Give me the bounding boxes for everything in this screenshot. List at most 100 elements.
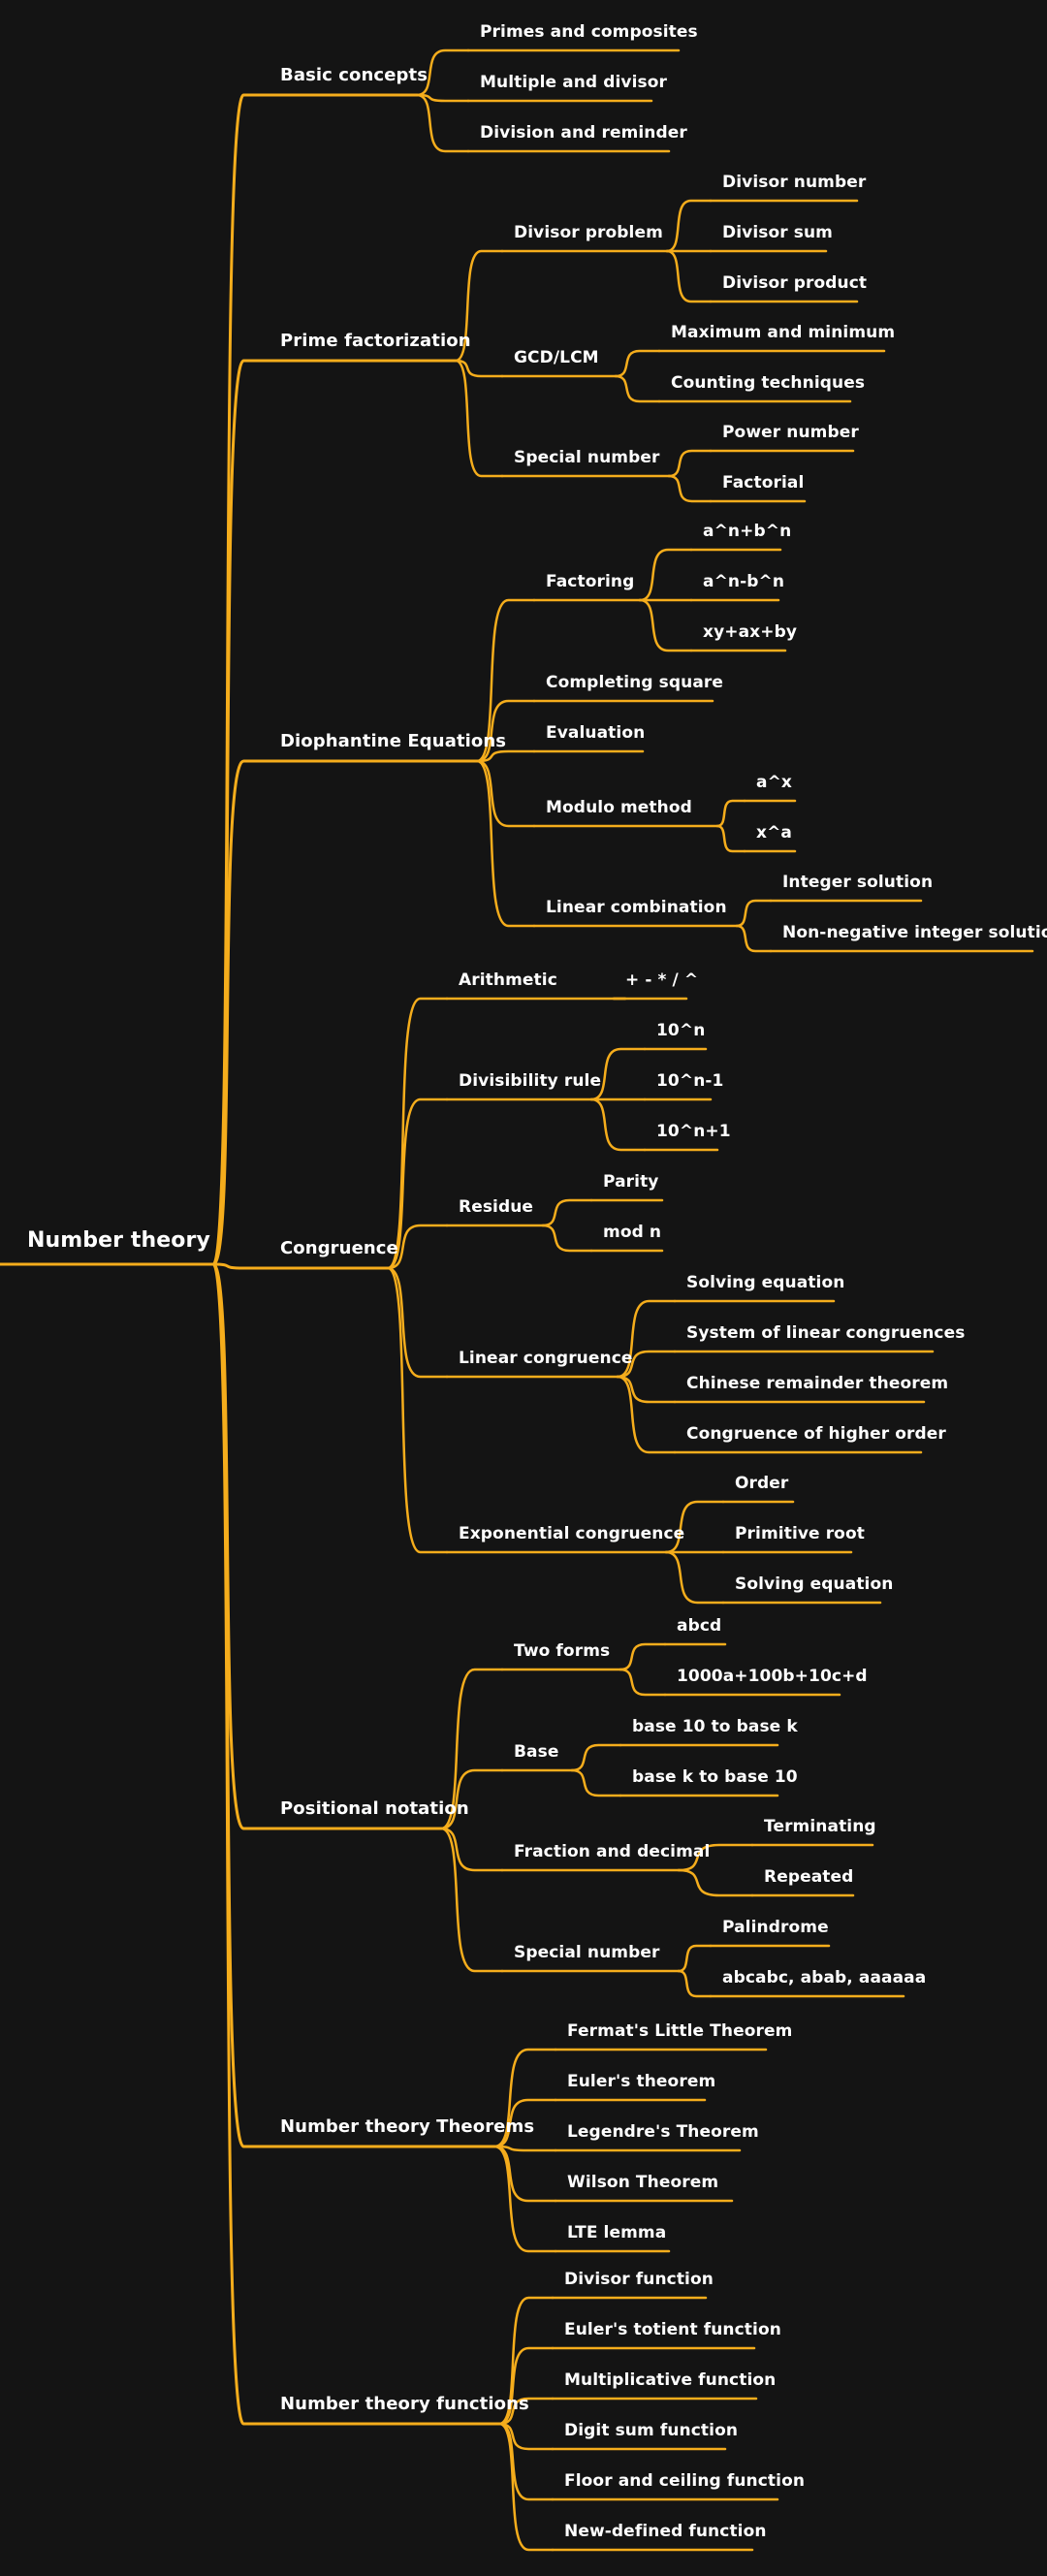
topic-node-terminating[interactable]: Terminating (764, 1817, 876, 1836)
topic-node-basic-concepts[interactable]: Basic concepts (280, 65, 428, 85)
topic-node-abcd[interactable]: abcd (677, 1616, 722, 1636)
branch-connector (638, 598, 693, 652)
branch-connector (570, 1768, 622, 1797)
branch-connector (619, 1642, 667, 1671)
topic-node-symbol[interactable]: + - * / ^ (625, 970, 699, 990)
topic-node-counting-techniques[interactable]: Counting techniques (671, 373, 866, 393)
branch-connector (475, 749, 536, 763)
topic-node-linear-congruence[interactable]: Linear congruence (459, 1349, 633, 1368)
topic-node-lte-lemma[interactable]: LTE lemma (567, 2223, 667, 2242)
topic-node-gcd-lcm[interactable]: GCD/LCM (514, 348, 599, 367)
topic-node-special-number[interactable]: Special number (514, 1943, 660, 1962)
topic-node-base[interactable]: Base (514, 1742, 559, 1762)
topic-node-new-defined-function[interactable]: New-defined function (564, 2522, 767, 2541)
branch-connector (616, 1299, 677, 1379)
topic-node-primes-and-composites[interactable]: Primes and composites (480, 22, 698, 42)
topic-node-10-n-1[interactable]: 10^n+1 (656, 1122, 731, 1141)
topic-node-factoring[interactable]: Factoring (546, 572, 635, 591)
branch-connector (619, 1668, 667, 1697)
topic-node-exponential-congruence[interactable]: Exponential congruence (459, 1524, 685, 1543)
branch-connector (589, 1047, 647, 1101)
topic-node-factorial[interactable]: Factorial (722, 473, 805, 493)
topic-node-10-n-1[interactable]: 10^n-1 (656, 1071, 724, 1091)
topic-node-multiple-and-divisor[interactable]: Multiple and divisor (480, 73, 667, 92)
branch-connector (439, 1827, 504, 1973)
topic-node-base-10-to-base-k[interactable]: base 10 to base k (632, 1717, 798, 1736)
branch-connector (664, 1550, 725, 1605)
topic-node-system-of-linear-congruences[interactable]: System of linear congruences (686, 1323, 966, 1343)
topic-node-palindrome[interactable]: Palindrome (722, 1918, 829, 1937)
branch-connector (439, 1768, 504, 1830)
topic-node-congruence-of-higher-order[interactable]: Congruence of higher order (686, 1424, 946, 1444)
topic-node-positional-notation[interactable]: Positional notation (280, 1798, 469, 1819)
branch-connector (211, 93, 270, 1266)
branch-connector (492, 2145, 557, 2253)
branch-connector (665, 249, 713, 303)
topic-node-fraction-and-decimal[interactable]: Fraction and decimal (514, 1842, 711, 1861)
topic-node-xy-ax-by[interactable]: xy+ax+by (703, 622, 798, 642)
topic-node-multiplicative-function[interactable]: Multiplicative function (564, 2370, 777, 2390)
topic-node-fermat-s-little-theorem[interactable]: Fermat's Little Theorem (567, 2021, 793, 2041)
topic-node-a-n-b-n[interactable]: a^n-b^n (703, 572, 785, 591)
topic-node-euler-s-theorem[interactable]: Euler's theorem (567, 2072, 716, 2091)
topic-node-solving-equation[interactable]: Solving equation (735, 1574, 894, 1594)
topic-node-prime-factorization[interactable]: Prime factorization (280, 331, 471, 351)
topic-node-evaluation[interactable]: Evaluation (546, 723, 646, 743)
branch-connector (386, 1266, 449, 1379)
topic-node-order[interactable]: Order (735, 1474, 789, 1493)
topic-node-divisor-product[interactable]: Divisor product (722, 273, 868, 293)
topic-node-1000a-100b-10c-d[interactable]: 1000a+100b+10c+d (677, 1667, 868, 1686)
topic-node-diophantine-equations[interactable]: Diophantine Equations (280, 731, 507, 751)
topic-node-divisor-sum[interactable]: Divisor sum (722, 223, 833, 242)
root-node-number-theory[interactable]: Number theory (27, 1228, 210, 1253)
topic-node-abcabc-abab-aaaaaa[interactable]: abcabc, abab, aaaaaa (722, 1968, 927, 1988)
topic-node-digit-sum-function[interactable]: Digit sum function (564, 2421, 739, 2440)
topic-node-divisor-function[interactable]: Divisor function (564, 2270, 714, 2289)
topic-node-base-k-to-base-10[interactable]: base k to base 10 (632, 1767, 798, 1787)
branch-connector (570, 1743, 622, 1772)
topic-node-completing-square[interactable]: Completing square (546, 673, 724, 692)
topic-node-x-a[interactable]: x^a (756, 823, 792, 843)
topic-node-a-x[interactable]: a^x (756, 773, 792, 792)
topic-node-floor-and-ceiling-function[interactable]: Floor and ceiling function (564, 2471, 806, 2491)
topic-node-residue[interactable]: Residue (459, 1197, 534, 1217)
topic-node-linear-combination[interactable]: Linear combination (546, 898, 727, 917)
branch-connector (616, 1375, 677, 1454)
branch-connector (735, 899, 773, 928)
topic-node-parity[interactable]: Parity (603, 1172, 659, 1192)
branch-connector (415, 93, 470, 153)
topic-node-integer-solution[interactable]: Integer solution (782, 873, 934, 892)
topic-node-number-theory-functions[interactable]: Number theory functions (280, 2394, 529, 2414)
branch-connector (211, 1262, 270, 2148)
topic-node-repeated[interactable]: Repeated (764, 1867, 854, 1887)
topic-node-solving-equation[interactable]: Solving equation (686, 1273, 845, 1292)
topic-node-mod-n[interactable]: mod n (603, 1223, 662, 1242)
branch-connector (677, 1944, 713, 1973)
topic-node-number-theory-theorems[interactable]: Number theory Theorems (280, 2116, 535, 2137)
branch-connector (677, 1843, 754, 1872)
topic-node-a-n-b-n[interactable]: a^n+b^n (703, 522, 792, 541)
branch-connector (211, 759, 270, 1266)
topic-node-modulo-method[interactable]: Modulo method (546, 798, 692, 817)
topic-node-euler-s-totient-function[interactable]: Euler's totient function (564, 2320, 781, 2339)
topic-node-primitive-root[interactable]: Primitive root (735, 1524, 865, 1543)
branch-connector (638, 548, 693, 602)
topic-node-special-number[interactable]: Special number (514, 448, 660, 467)
topic-node-division-and-reminder[interactable]: Division and reminder (480, 123, 687, 143)
topic-node-divisibility-rule[interactable]: Divisibility rule (459, 1071, 602, 1091)
topic-node-chinese-remainder-theorem[interactable]: Chinese remainder theorem (686, 1374, 949, 1393)
topic-node-arithmetic[interactable]: Arithmetic (459, 970, 557, 990)
topic-node-divisor-number[interactable]: Divisor number (722, 173, 867, 192)
topic-node-wilson-theorem[interactable]: Wilson Theorem (567, 2173, 719, 2192)
branch-connector (386, 1097, 449, 1270)
topic-node-non-negative-integer-solution[interactable]: Non-negative integer solution (782, 923, 1047, 942)
topic-node-divisor-problem[interactable]: Divisor problem (514, 223, 663, 242)
branch-connector (415, 48, 470, 97)
topic-node-maximum-and-minimum[interactable]: Maximum and minimum (671, 323, 896, 342)
topic-node-legendre-s-theorem[interactable]: Legendre's Theorem (567, 2122, 759, 2142)
topic-node-power-number[interactable]: Power number (722, 423, 859, 442)
topic-node-10-n[interactable]: 10^n (656, 1021, 706, 1040)
topic-node-congruence[interactable]: Congruence (280, 1238, 398, 1258)
topic-node-two-forms[interactable]: Two forms (514, 1641, 611, 1661)
